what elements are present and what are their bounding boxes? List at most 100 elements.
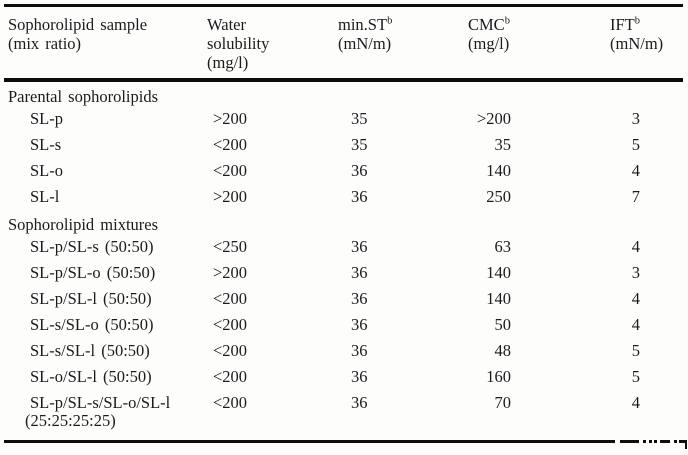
cmc-value: 140 [486,161,511,180]
water-solubility-value: >200 [213,263,248,282]
sample-name: SL-p/SL-l (50:50) [30,289,152,308]
col-header-ws-line1: Water [207,15,246,34]
footnote-marker-b: b [387,15,393,27]
col-header-cmc-unit: (mg/l) [468,34,510,53]
ift-value: 5 [631,367,640,386]
water-solubility-value: <200 [213,341,248,360]
col-header-min-st-name: min.ST [338,15,388,34]
ift-value: 7 [631,187,640,206]
sample-name: SL-o [30,161,63,180]
col-header-ift-name: IFT [610,15,635,34]
cmc-value: 250 [486,187,511,206]
water-solubility-value: <200 [213,161,248,180]
sample-name: SL-l [30,187,60,206]
min-st-value: 36 [351,237,368,256]
water-solubility-value: <200 [213,315,248,334]
col-header-min-st-unit: (mN/m) [338,34,392,53]
sample-name: SL-s/SL-l (50:50) [30,341,150,360]
table-row: SL-s/SL-o (50:50) <200 36 50 4 [4,312,683,338]
ift-value: 4 [631,393,640,412]
sophorolipid-properties-table: Sophorolipid sample (mix ratio) Water so… [4,7,683,434]
table-row: SL-p/SL-l (50:50) <200 36 140 4 [4,286,683,312]
water-solubility-value: <200 [213,289,248,308]
col-header-sample: Sophorolipid sample (mix ratio) [4,7,204,82]
sample-name: SL-p/SL-s/SL-o/SL-l (25:25:25:25) [4,390,204,434]
min-st-value: 36 [351,393,368,412]
ift-value: 4 [631,315,640,334]
scan-artifact-dash [654,440,657,443]
table-row: SL-p/SL-s/SL-o/SL-l (25:25:25:25) <200 3… [4,390,683,434]
ift-value: 3 [631,109,640,128]
water-solubility-value: <200 [213,393,248,412]
col-header-ws-line2: solubility [207,34,270,53]
ift-value: 5 [631,341,640,360]
min-st-value: 36 [351,161,368,180]
scan-artifact-hook [685,443,687,449]
cmc-value: 48 [494,341,512,360]
table-row: SL-o/SL-l (50:50) <200 36 160 5 [4,364,683,390]
ift-value: 4 [631,237,640,256]
table-header: Sophorolipid sample (mix ratio) Water so… [4,7,683,82]
col-header-ws-line3: (mg/l) [207,53,249,72]
cmc-value: 63 [494,237,512,256]
table-body: Parental sophorolipids SL-p >200 35 >200… [4,80,683,434]
sample-name: SL-s/SL-o (50:50) [30,315,154,334]
header-row: Sophorolipid sample (mix ratio) Water so… [4,7,683,82]
cmc-value: 50 [494,315,512,334]
table-row: SL-p >200 35 >200 3 [4,106,683,132]
sample-name: SL-s [30,135,62,154]
min-st-value: 36 [351,289,368,308]
sample-name: SL-p [30,109,63,128]
min-st-value: 36 [351,315,368,334]
cmc-value: >200 [476,109,511,128]
scan-artifact-dash [660,440,670,443]
col-header-water-solubility: Water solubility (mg/l) [204,7,336,82]
table-row: SL-s/SL-l (50:50) <200 36 48 5 [4,338,683,364]
min-st-value: 35 [351,135,368,154]
ift-value: 5 [631,135,640,154]
cmc-value: 35 [494,135,512,154]
section-title: Sophorolipid mixtures [8,215,159,234]
footnote-marker-b: b [504,15,510,27]
cmc-value: 160 [486,367,511,386]
min-st-value: 36 [351,341,368,360]
col-header-ift: IFTb (mN/m) [606,7,683,82]
section-title: Parental sophorolipids [8,87,159,106]
scan-artifact-dash [643,440,646,443]
table-row: SL-l >200 36 250 7 [4,184,683,210]
min-st-value: 35 [351,109,368,128]
ift-value: 3 [631,263,640,282]
sample-name-line1: SL-p/SL-s/SL-o/SL-l [30,393,171,412]
scan-artifact-dash [620,440,639,443]
col-header-sample-line1: Sophorolipid sample [8,15,148,34]
table-rule-top [4,4,683,7]
section-row-parental: Parental sophorolipids [4,80,683,106]
sample-name: SL-o/SL-l (50:50) [30,367,152,386]
cmc-value: 140 [486,263,511,282]
scan-artifact-dash [649,440,652,443]
table-row: SL-s <200 35 35 5 [4,132,683,158]
cmc-value: 140 [486,289,511,308]
water-solubility-value: >200 [213,187,248,206]
footnote-marker-b: b [634,15,640,27]
col-header-ift-unit: (mN/m) [610,34,664,53]
sample-name: SL-p/SL-o (50:50) [30,263,156,282]
table-row: SL-p/SL-s (50:50) <250 36 63 4 [4,234,683,260]
col-header-cmc-name: CMC [468,15,505,34]
table-row: SL-o <200 36 140 4 [4,158,683,184]
water-solubility-value: >200 [213,109,248,128]
section-row-mixtures: Sophorolipid mixtures [4,210,683,234]
col-header-sample-line2: (mix ratio) [8,34,82,53]
cmc-value: 70 [494,393,512,412]
table-row: SL-p/SL-o (50:50) >200 36 140 3 [4,260,683,286]
min-st-value: 36 [351,263,368,282]
scan-artifact-dash [679,440,687,443]
sample-name-line2: (25:25:25:25) [25,411,116,430]
ift-value: 4 [631,289,640,308]
table-rule-bottom [4,440,615,443]
min-st-value: 36 [351,187,368,206]
min-st-value: 36 [351,367,368,386]
ift-value: 4 [631,161,640,180]
sample-name: SL-p/SL-s (50:50) [30,237,154,256]
